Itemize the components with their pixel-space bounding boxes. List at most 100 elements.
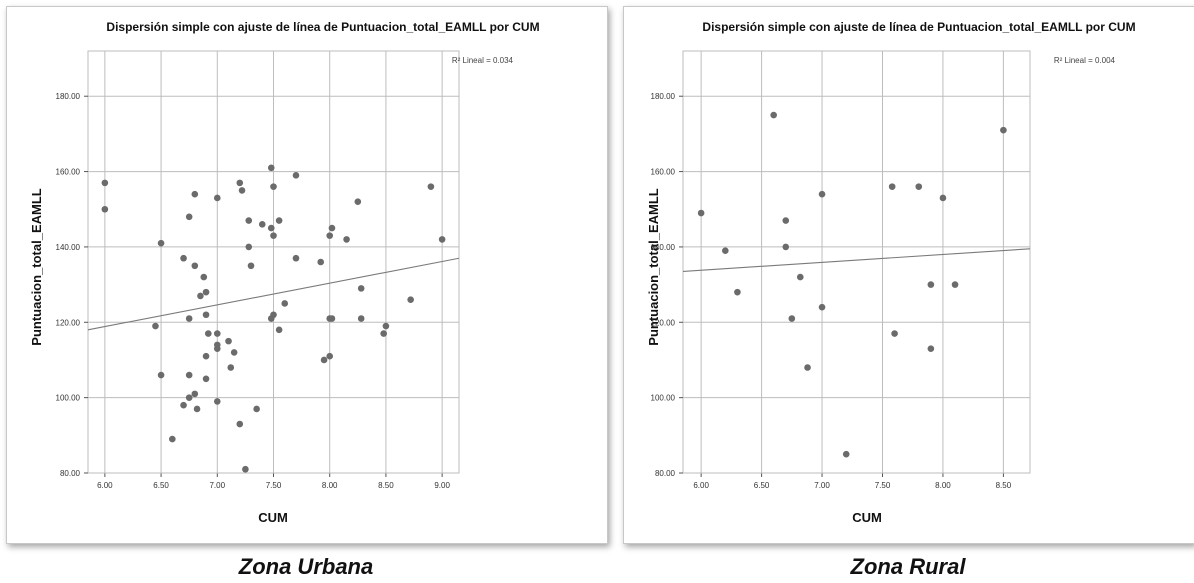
data-point	[270, 183, 277, 190]
data-point	[438, 236, 446, 243]
data-point	[169, 435, 176, 443]
data-point	[236, 179, 244, 187]
data-point	[1000, 126, 1007, 134]
data-point	[197, 292, 204, 300]
data-point	[407, 296, 414, 303]
y-tick-label: 160.00	[651, 168, 676, 177]
data-point	[191, 262, 199, 270]
data-point	[185, 213, 193, 221]
data-point	[842, 450, 850, 458]
data-point	[202, 352, 210, 360]
chart-grid	[84, 50, 460, 477]
y-tick-label: 80.00	[655, 469, 676, 478]
data-point	[253, 405, 260, 413]
x-tick-label: 8.50	[378, 481, 394, 490]
y-tick-label: 160.00	[56, 168, 81, 177]
data-point	[382, 322, 390, 330]
data-point	[267, 224, 275, 232]
data-point	[267, 164, 275, 172]
data-point	[317, 258, 325, 266]
data-point	[238, 187, 246, 194]
x-tick-label: 6.50	[754, 481, 770, 490]
y-axis-label: Puntuacion_total_EAMLL	[646, 188, 661, 346]
data-point	[185, 394, 193, 401]
x-tick-label: 7.50	[875, 481, 891, 490]
data-point	[191, 390, 199, 398]
data-point	[213, 398, 221, 405]
data-point	[242, 465, 249, 473]
fit-line	[682, 248, 1031, 272]
data-point	[204, 330, 212, 337]
data-point	[292, 254, 300, 262]
x-tick-label: 7.00	[209, 481, 225, 490]
data-point	[804, 364, 811, 371]
x-tick-label: 8.50	[996, 481, 1012, 490]
chart-panel-rural: Dispersión simple con ajuste de línea de…	[623, 6, 1194, 544]
data-point	[275, 217, 283, 224]
data-point	[157, 239, 165, 247]
y-tick-label: 100.00	[651, 394, 676, 403]
data-point	[380, 330, 387, 337]
r2-label: R² Lineal = 0.004	[1054, 56, 1116, 65]
data-point	[267, 315, 275, 322]
data-point	[157, 371, 165, 379]
data-point	[328, 315, 336, 322]
data-point	[101, 179, 109, 187]
data-point	[281, 300, 289, 307]
data-point	[185, 315, 193, 322]
x-tick-label: 7.00	[814, 481, 830, 490]
chart-title: Dispersión simple con ajuste de línea de…	[702, 20, 1135, 34]
data-point	[213, 345, 221, 352]
data-point	[270, 232, 277, 239]
x-tick-label: 7.50	[266, 481, 282, 490]
y-tick-label: 100.00	[56, 394, 81, 403]
data-point	[939, 194, 947, 202]
chart-grid	[679, 50, 1031, 477]
data-point	[697, 209, 705, 217]
data-point	[796, 273, 804, 281]
data-point	[357, 315, 365, 322]
data-point	[152, 322, 159, 330]
data-point	[891, 330, 898, 337]
scatter-chart-rural: Dispersión simple con ajuste de línea de…	[646, 20, 1136, 525]
data-point	[818, 190, 826, 198]
data-point	[788, 315, 796, 322]
data-point	[927, 345, 935, 352]
y-tick-label: 80.00	[60, 469, 81, 478]
y-tick-label: 180.00	[651, 92, 676, 101]
data-point	[245, 243, 253, 251]
chart-panel-urbana: Dispersión simple con ajuste de línea de…	[6, 6, 608, 544]
caption-zona-rural: Zona Rural	[850, 554, 966, 579]
y-axis-label: Puntuacion_total_EAMLL	[29, 188, 44, 346]
x-axis-label: CUM	[258, 510, 288, 525]
data-point	[927, 281, 935, 288]
y-tick-label: 120.00	[56, 318, 81, 327]
x-tick-label: 6.50	[153, 481, 169, 490]
data-point	[213, 330, 221, 337]
data-point	[734, 288, 741, 296]
data-point	[782, 243, 790, 251]
data-point	[354, 198, 362, 206]
y-tick-label: 180.00	[56, 92, 81, 101]
data-point	[275, 326, 283, 334]
caption-zona-urbana: Zona Urbana	[238, 554, 374, 579]
data-point	[202, 375, 210, 383]
data-point	[951, 281, 959, 288]
plot-area	[682, 50, 1031, 474]
data-point	[180, 401, 187, 409]
data-point	[343, 236, 350, 243]
data-point	[770, 111, 777, 119]
data-point	[326, 232, 334, 239]
scatter-chart-urbana: Dispersión simple con ajuste de línea de…	[29, 20, 540, 525]
data-point	[258, 221, 266, 228]
x-tick-label: 8.00	[322, 481, 338, 490]
data-point	[818, 303, 826, 311]
data-point	[328, 224, 336, 232]
data-point	[225, 337, 232, 345]
data-point	[202, 311, 210, 319]
r2-label: R² Lineal = 0.034	[452, 56, 514, 65]
x-tick-label: 6.00	[97, 481, 113, 490]
data-point	[245, 217, 253, 224]
data-point	[357, 285, 365, 292]
data-point	[227, 364, 235, 371]
